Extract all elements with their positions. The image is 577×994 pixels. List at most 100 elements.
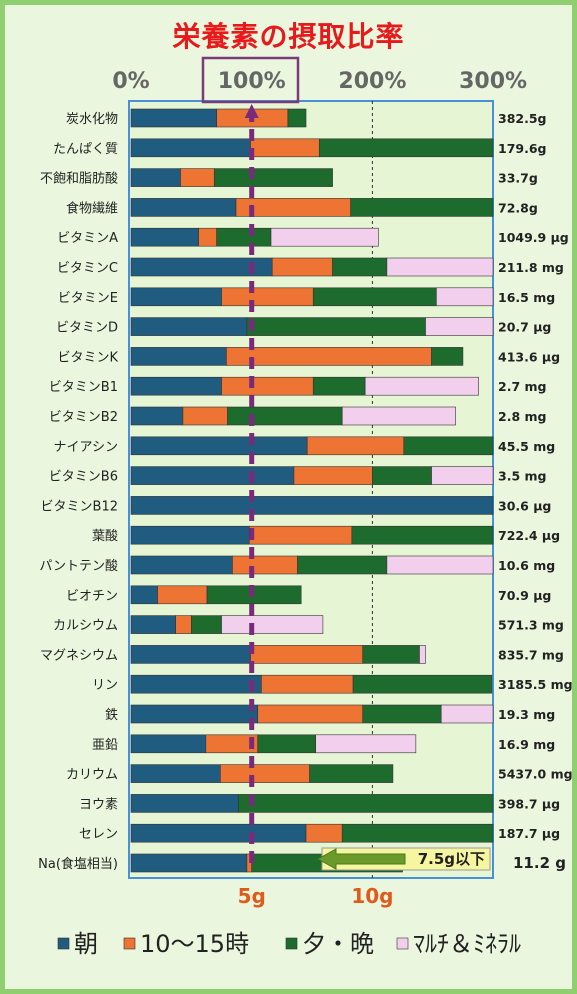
- amount-label: 2.8 mg: [498, 409, 546, 424]
- category-label: 不飽和脂肪酸: [40, 171, 118, 187]
- annotation-text: 7.5g以下: [418, 850, 485, 868]
- category-label: 葉酸: [92, 529, 118, 544]
- bar-segment-midday: [293, 466, 373, 485]
- bar-segment-breakfast: [130, 347, 227, 366]
- bar-segment-midday: [198, 227, 217, 247]
- category-label: ビタミンC: [57, 261, 118, 276]
- bar-segment-supplement: [315, 734, 417, 754]
- bar-segment-supplement: [431, 466, 494, 485]
- amount-label: 187.7 μg: [498, 826, 560, 841]
- category-label: ビオチン: [66, 589, 118, 604]
- bar-segment-midday: [221, 287, 314, 307]
- amount-label: 179.6g: [498, 141, 547, 156]
- bar-segment-breakfast: [130, 734, 207, 754]
- category-label: 食物繊維: [66, 200, 118, 216]
- bar-segment-midday: [182, 406, 228, 426]
- category-label: ビタミンB1: [49, 380, 118, 395]
- amount-label: 16.5 mg: [498, 290, 555, 305]
- x-tick-label: 200%: [338, 69, 406, 94]
- reference-highlight-box: [201, 56, 300, 104]
- amount-label: 45.5 mg: [498, 439, 555, 454]
- bar-segment-breakfast: [130, 227, 199, 247]
- bar-segment-breakfast: [130, 674, 262, 694]
- bar-segment-breakfast: [130, 198, 237, 217]
- bar-segment-midday: [271, 257, 333, 277]
- category-label: 鉄: [105, 708, 118, 723]
- amount-label: 398.7 μg: [498, 796, 560, 811]
- legend-label: 夕・晩: [302, 930, 374, 958]
- bar-segment-midday: [261, 674, 354, 694]
- bar-segment-supplement: [386, 555, 494, 575]
- bar-segment-dinner: [403, 436, 494, 456]
- secondary-marker-label: 10g: [351, 884, 393, 908]
- bar-segment-supplement: [364, 376, 479, 396]
- category-label: セレン: [79, 827, 118, 842]
- bar-segment-midday: [226, 347, 432, 366]
- bar-segment-breakfast: [130, 764, 221, 783]
- bar-segment-midday: [248, 525, 353, 545]
- category-label: リン: [92, 678, 118, 693]
- plot-area: [128, 100, 494, 879]
- amount-label: 5437.0 mg: [498, 767, 573, 782]
- bar-segment-breakfast: [130, 436, 308, 456]
- bar-segment-midday: [257, 704, 364, 724]
- bar-segment-dinner: [309, 764, 394, 783]
- bar-segment-dinner: [246, 317, 426, 336]
- category-label: ビタミンD: [56, 321, 118, 336]
- amount-label: 33.7g: [498, 171, 538, 186]
- bar-segment-supplement: [440, 704, 494, 724]
- category-label: カリウム: [66, 768, 118, 783]
- bar-segment-midday: [220, 764, 310, 783]
- bar-segment-midday: [250, 138, 320, 158]
- amount-label: 3.5 mg: [498, 469, 546, 484]
- legend-label: ﾏﾙﾁ＆ﾐﾈﾗﾙ: [413, 930, 521, 958]
- category-label: カルシウム: [53, 619, 118, 634]
- bar-segment-breakfast: [130, 287, 222, 307]
- x-tick-label: 300%: [459, 69, 527, 94]
- amount-label: 1049.9 μg: [498, 230, 569, 245]
- bar-segment-breakfast: [130, 317, 248, 336]
- bar-segment-dinner: [318, 138, 494, 158]
- bar-segment-supplement: [221, 615, 324, 634]
- bar-segment-supplement: [386, 257, 494, 277]
- bar-segment-midday: [250, 645, 364, 664]
- bar-segment-midday: [157, 585, 208, 605]
- bar-segment-dinner: [238, 794, 494, 813]
- reference-arrowhead: [244, 104, 259, 118]
- x-tick-label: 0%: [112, 69, 149, 94]
- bar-segment-supplement: [436, 287, 494, 307]
- bar-segment-dinner: [213, 168, 333, 187]
- bar-segment-midday: [232, 555, 298, 575]
- bar-segment-midday: [175, 615, 192, 634]
- category-label: 炭水化物: [66, 112, 118, 127]
- bar-segment-dinner: [341, 823, 494, 843]
- category-label: Na(食塩相当): [38, 856, 118, 872]
- category-label: ビタミンE: [58, 291, 118, 306]
- amount-label: 2.7 mg: [498, 379, 546, 394]
- bar-segment-breakfast: [130, 466, 295, 485]
- legend-swatch: [57, 937, 70, 950]
- legend-swatch: [396, 937, 409, 950]
- amount-label: 722.4 μg: [498, 528, 560, 543]
- bar-segment-breakfast: [130, 406, 184, 426]
- bar-segment-dinner: [362, 704, 442, 724]
- bar-segment-breakfast: [130, 615, 176, 634]
- bar-segment-dinner: [332, 257, 388, 277]
- chart-title: 栄養素の摂取比率: [172, 20, 405, 53]
- bar-segment-breakfast: [130, 585, 158, 605]
- bar-segment-dinner: [362, 645, 420, 664]
- amount-label: 211.8 mg: [498, 260, 564, 275]
- amount-label: 11.2 g: [513, 854, 566, 872]
- bar-segment-dinner: [287, 108, 307, 128]
- secondary-marker-label: 5g: [238, 884, 266, 908]
- bar-segment-dinner: [297, 555, 388, 575]
- amount-label: 413.6 μg: [498, 349, 560, 364]
- amount-label: 571.3 mg: [498, 618, 564, 633]
- bar-segment-supplement: [341, 406, 456, 426]
- bar-segment-supplement: [419, 645, 426, 664]
- bar-segment-breakfast: [130, 496, 494, 515]
- category-label: ヨウ素: [79, 797, 118, 812]
- category-label: ビタミンB2: [49, 410, 118, 425]
- bar-segment-breakfast: [130, 376, 222, 396]
